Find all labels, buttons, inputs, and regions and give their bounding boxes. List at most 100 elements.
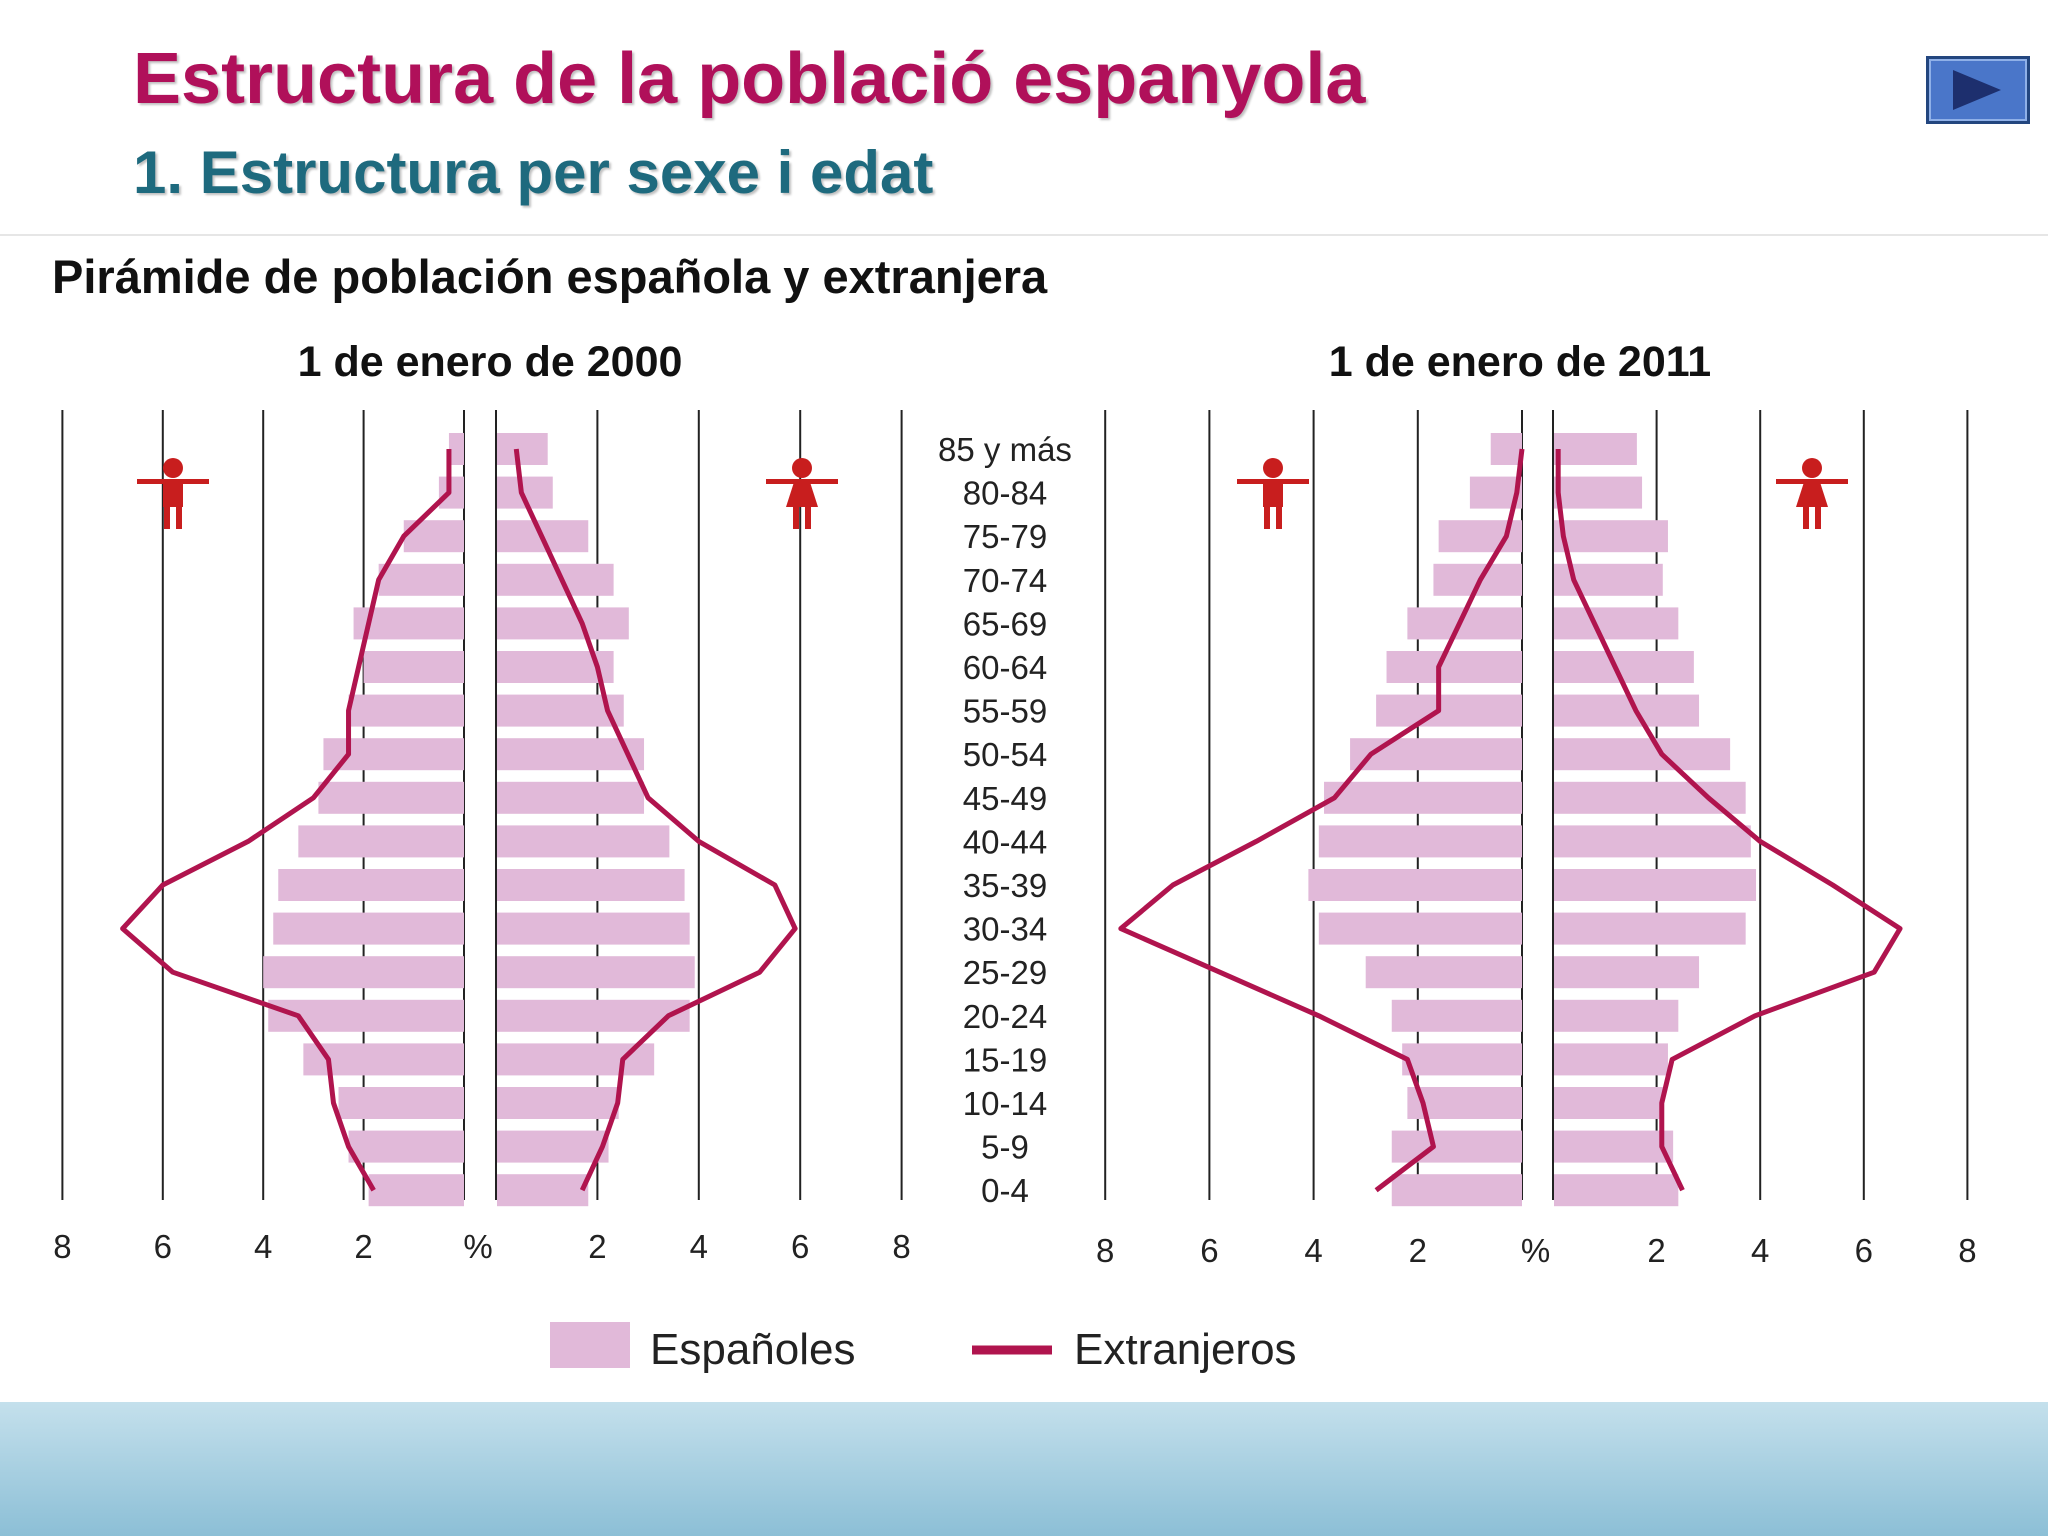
axis-tick-label: 6 [791,1228,809,1265]
bar-espanoles-hombres [1391,999,1522,1032]
chart-title: Pirámide de población española y extranj… [52,250,1048,303]
bar-espanoles-mujeres [497,1174,589,1207]
bar-espanoles-mujeres [497,433,548,465]
bar-espanoles-hombres [348,694,464,727]
axis-tick-label: 4 [1751,1232,1769,1269]
axis-tick-label: 8 [892,1228,910,1265]
bar-espanoles-hombres [263,956,464,989]
bar-espanoles-hombres [338,1087,464,1119]
bar-espanoles-mujeres [497,956,695,989]
bar-espanoles-mujeres [497,869,685,901]
age-label: 5-9 [981,1129,1029,1166]
panel-title: 1 de enero de 2000 [298,338,683,386]
panel-title: 1 de enero de 2011 [1329,338,1711,386]
bar-espanoles-hombres [1391,1130,1522,1163]
bar-espanoles-hombres [1318,912,1522,945]
line-extranjeros-mujeres [513,448,798,1192]
bar-espanoles-mujeres [497,1130,609,1163]
axis-tick-label: 6 [1855,1232,1873,1269]
age-label: 60-64 [963,649,1047,686]
bar-espanoles-mujeres [1554,651,1694,683]
bar-espanoles-mujeres [1554,738,1731,771]
bar-espanoles-hombres [1386,651,1522,683]
pyramid-panel-2000: 1 de enero de 2000 8 6 4 2% 2 4 6 8 [53,338,911,1265]
bar-espanoles-mujeres [1554,1174,1679,1207]
axis-tick-label: 4 [254,1228,272,1265]
bar-espanoles-mujeres [1554,956,1700,989]
age-label: 70-74 [963,562,1047,599]
axis-tick-label: 8 [1958,1232,1976,1269]
bar-espanoles-mujeres [1554,433,1637,465]
bar-espanoles-hombres [273,912,464,945]
bar-espanoles-mujeres [1554,476,1643,509]
slide-header: Estructura de la població espanyola 1. E… [0,0,2048,236]
bar-espanoles-mujeres [1554,607,1679,640]
line-extranjeros-hombres [1118,448,1525,1193]
bar-espanoles-hombres [1324,781,1522,814]
legend-line-label: Extranjeros [1074,1325,1297,1374]
bar-espanoles-hombres [1308,869,1522,901]
bar-espanoles-hombres [1318,825,1522,858]
bar-espanoles-hombres [1391,1174,1522,1207]
axis-tick-label: 8 [1096,1232,1114,1269]
age-label: 85 y más [938,431,1072,468]
bar-espanoles-mujeres [1554,694,1700,727]
next-slide-button[interactable] [1926,56,2030,124]
slide-subtitle: 1. Estructura per sexe i edat [133,139,934,206]
bar-espanoles-hombres [1376,694,1522,727]
bar-espanoles-mujeres [1554,869,1757,901]
bar-espanoles-hombres [323,738,464,771]
age-label: 35-39 [963,867,1047,904]
age-label: 45-49 [963,780,1047,817]
population-pyramid-chart: Pirámide de población española y extranj… [52,250,1977,1374]
bar-espanoles-mujeres [1554,520,1668,553]
axis-tick-label: 6 [1200,1232,1218,1269]
bar-espanoles-mujeres [497,1087,619,1119]
bar-espanoles-hombres [1365,956,1522,989]
chart-legend: Españoles Extranjeros [550,1322,1297,1374]
bar-espanoles-mujeres [497,825,670,858]
bar-espanoles-mujeres [497,781,645,814]
bar-espanoles-mujeres [497,607,629,640]
bar-espanoles-mujeres [1554,781,1746,814]
male-figure-icon [137,458,209,529]
bar-espanoles-hombres [318,781,464,814]
legend-bars-swatch [550,1322,630,1368]
bar-espanoles-mujeres [497,999,690,1032]
bar-espanoles-mujeres [1554,1043,1668,1076]
line-extranjeros-hombres [120,449,452,1192]
bar-espanoles-mujeres [497,912,690,945]
bar-espanoles-mujeres [1554,912,1746,945]
bar-espanoles-hombres [378,563,464,596]
legend-bars-label: Españoles [650,1325,855,1374]
bar-espanoles-hombres [368,1174,464,1207]
axis-tick-label: 6 [154,1228,172,1265]
axis-tick-label: 2 [1409,1232,1427,1269]
bar-espanoles-mujeres [1554,1087,1663,1119]
slide-title: Estructura de la població espanyola [133,39,1366,119]
bar-espanoles-hombres [448,433,464,465]
age-label: 30-34 [963,911,1047,948]
bar-espanoles-hombres [1490,433,1522,465]
axis-tick-label: 8 [53,1228,71,1265]
bar-espanoles-hombres [348,1130,464,1163]
slide-footer [0,1402,2048,1536]
bar-espanoles-mujeres [497,1043,655,1076]
age-label: 55-59 [963,693,1047,730]
axis-tick-label: 4 [1304,1232,1322,1269]
line-extranjeros-mujeres [1555,449,1903,1192]
age-group-labels: 85 y más 80-84 75-79 70-74 65-69 60-64 55-59 50… [938,431,1072,1209]
bar-espanoles-hombres [363,651,464,683]
male-figure-icon [1237,458,1309,529]
axis-tick-label: 4 [690,1228,708,1265]
axis-tick-label: 2 [1647,1232,1665,1269]
bar-espanoles-mujeres [497,738,645,771]
bar-espanoles-mujeres [1554,1130,1674,1163]
age-label: 10-14 [963,1085,1047,1122]
age-label: 25-29 [963,954,1047,991]
bar-espanoles-hombres [278,869,464,901]
bar-espanoles-hombres [1402,1043,1522,1076]
axis-tick-label: 2 [588,1228,606,1265]
bar-espanoles-hombres [1350,738,1522,771]
age-label: 20-24 [963,998,1047,1035]
